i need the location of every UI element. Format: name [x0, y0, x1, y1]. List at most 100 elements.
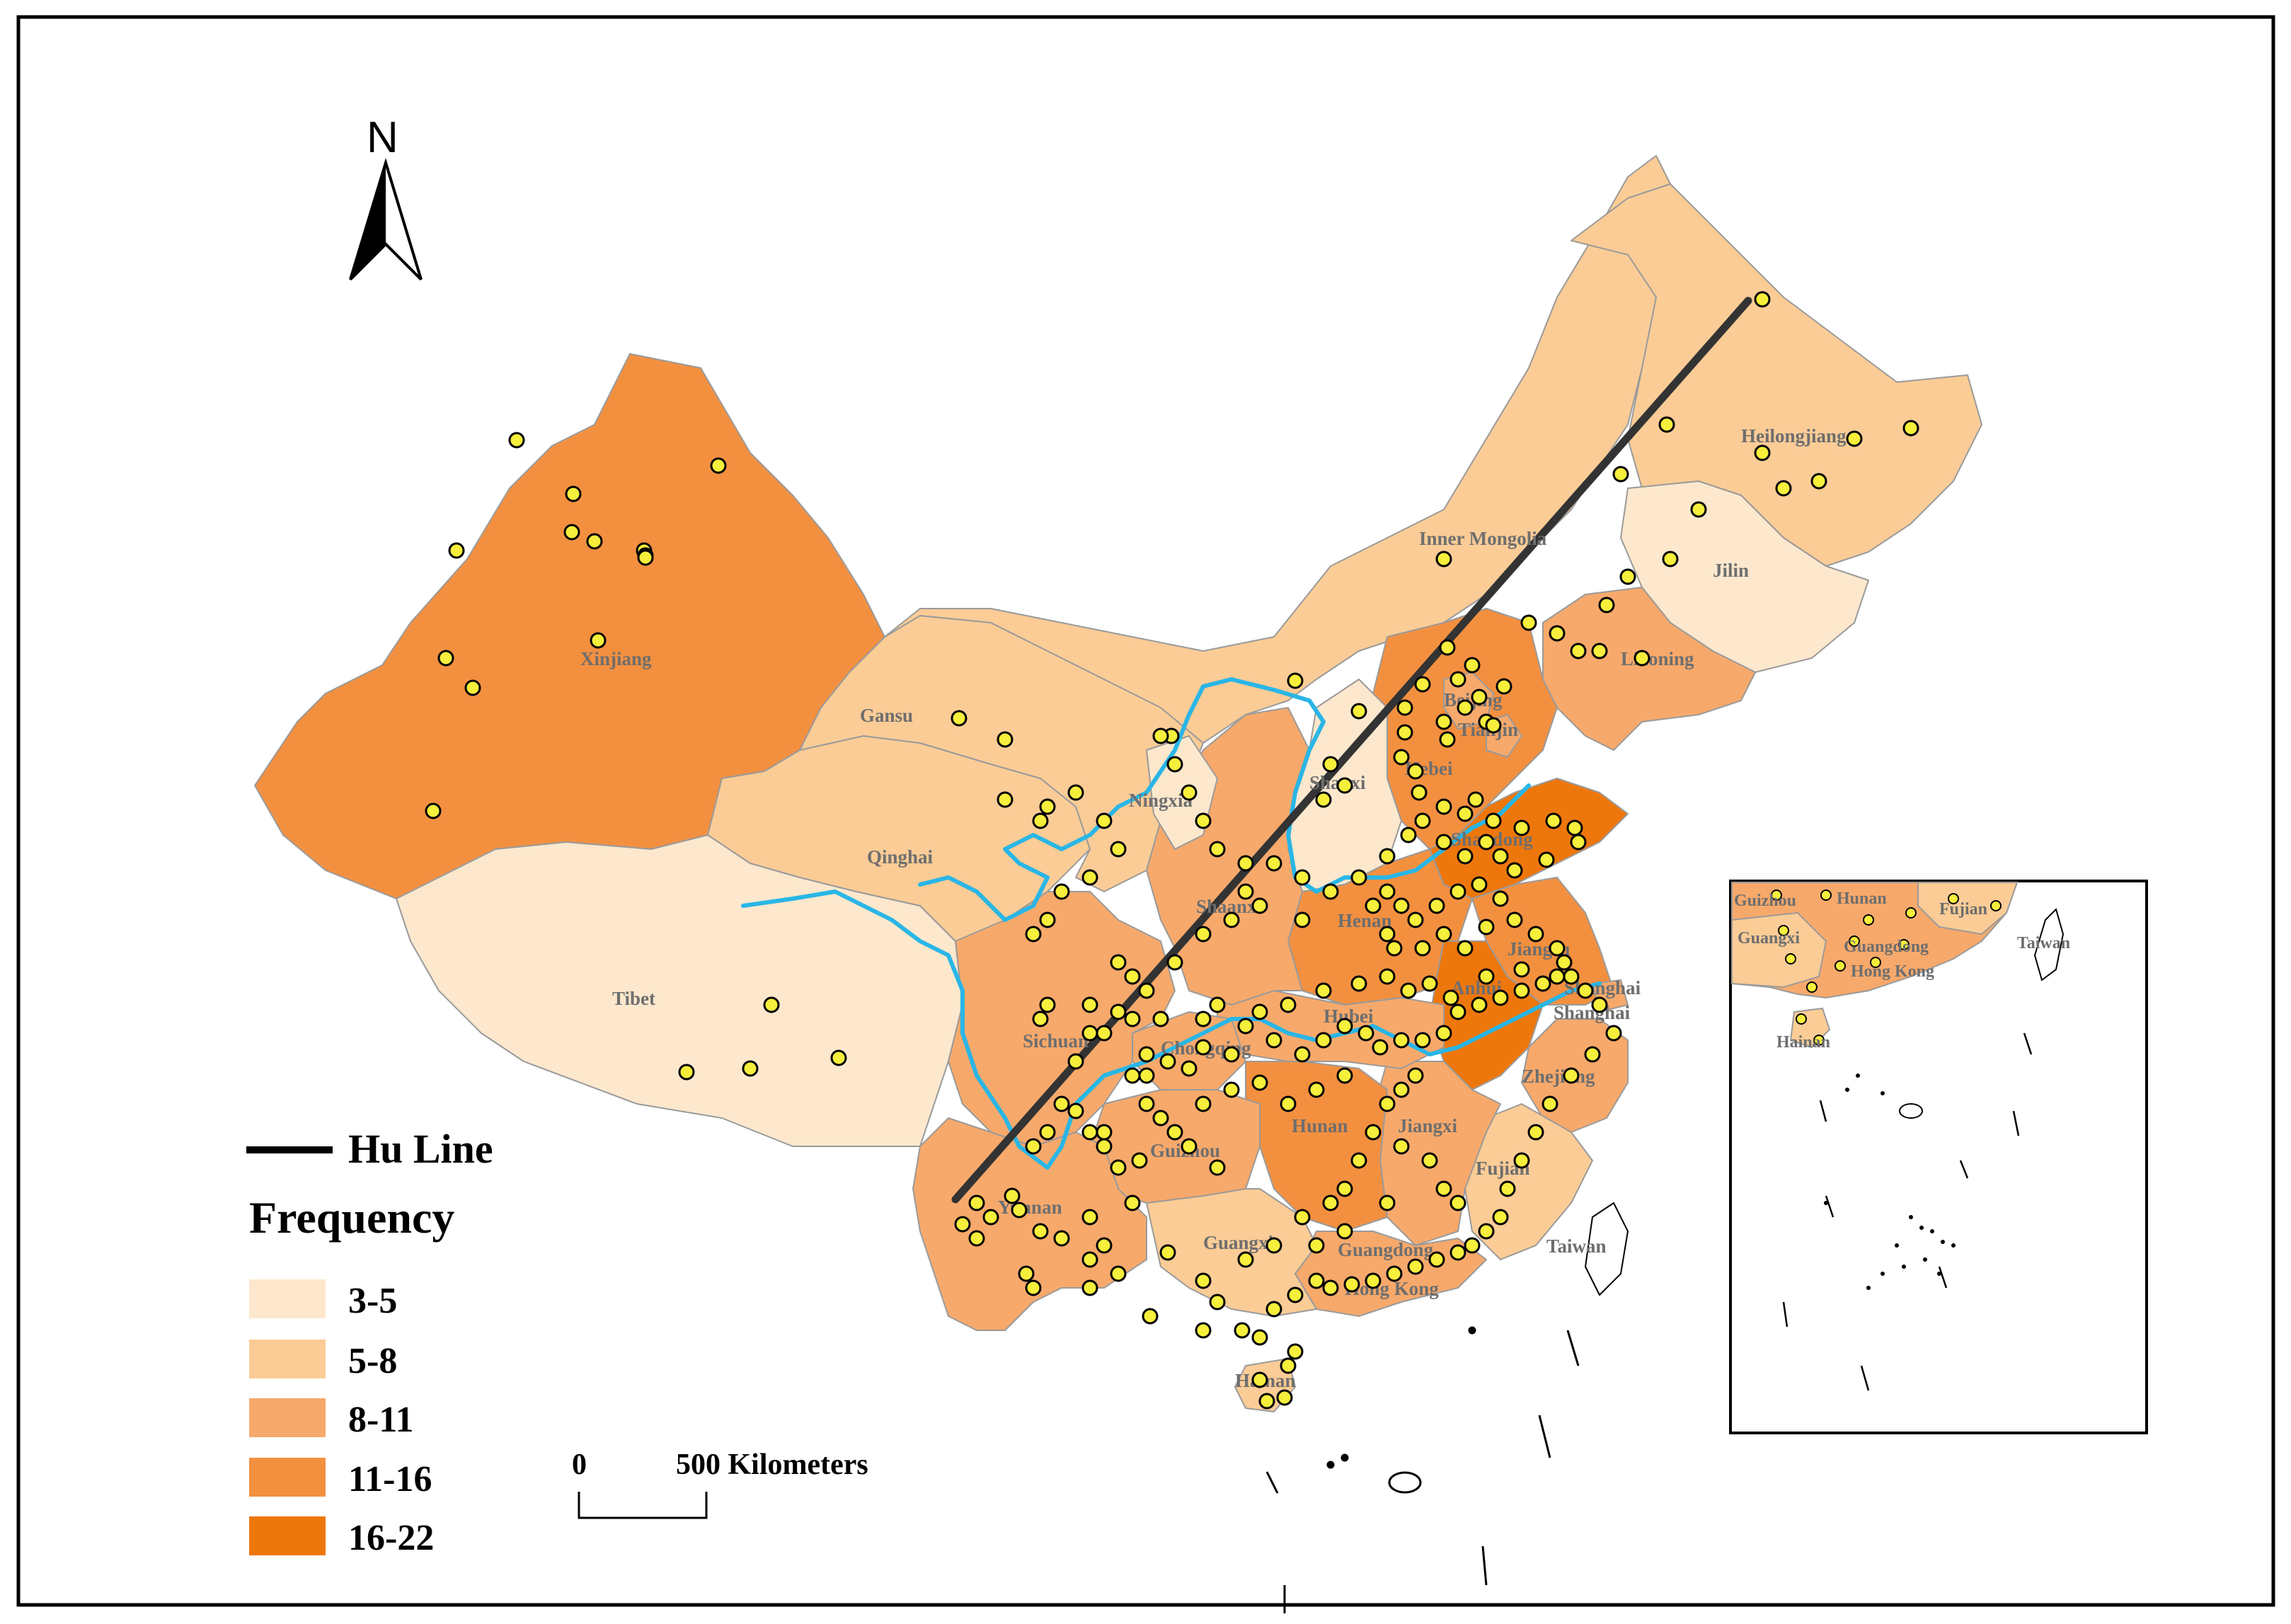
sample-point [1549, 968, 1566, 985]
sample-point [1336, 1223, 1353, 1240]
region-liaoning [1542, 587, 1756, 751]
sample-point [1393, 1081, 1410, 1098]
island [1340, 1453, 1349, 1462]
sample-point [1124, 1010, 1141, 1027]
inset-dashes [1782, 1032, 2033, 1391]
sample-point [1142, 1308, 1159, 1325]
south-china-sea-dash [1265, 1471, 1279, 1494]
sample-point [1658, 416, 1675, 433]
sample-point [1265, 1301, 1282, 1318]
sample-point [1067, 1102, 1084, 1119]
sample-point [1039, 798, 1056, 815]
sample-point [1251, 1003, 1268, 1020]
legend-label-16-22: 16-22 [348, 1518, 434, 1558]
sample-point [1754, 444, 1771, 461]
sample-point [1223, 1081, 1240, 1098]
sample-point [1209, 1294, 1226, 1311]
label-sichuan: Sichuan [1023, 1030, 1089, 1052]
label-inner-mongolia: Inner Mongolia [1419, 528, 1547, 549]
sample-point [1775, 480, 1792, 497]
sample-point [1421, 975, 1438, 992]
inset-label-hainan: Hainan [1776, 1033, 1830, 1052]
sample-point [1025, 1138, 1042, 1155]
sample-point [1414, 940, 1431, 957]
sample-point [1053, 883, 1070, 900]
sample-point [1336, 1067, 1353, 1084]
label-hong-kong: Hong Kong [1345, 1278, 1439, 1299]
sample-point [1294, 911, 1311, 928]
sample-point [1110, 1265, 1127, 1282]
sample-point [1138, 1095, 1155, 1112]
label-zhejiang: Zhejiang [1522, 1066, 1595, 1087]
sample-point [1506, 911, 1523, 928]
sample-point [1379, 1095, 1396, 1112]
sample-point [1280, 1357, 1297, 1374]
sample-point [1435, 834, 1452, 851]
sample-point [1280, 996, 1297, 1013]
sample-point [1428, 897, 1445, 914]
inset-islands [1824, 1073, 1956, 1290]
sample-point [1393, 1138, 1410, 1155]
sample-point [1251, 1074, 1268, 1091]
sample-point [1124, 1194, 1141, 1211]
sample-point [1513, 819, 1530, 836]
sample-point [1457, 699, 1474, 716]
sample-point [1421, 1152, 1438, 1169]
island [1388, 1471, 1422, 1494]
sample-point [1513, 1152, 1530, 1169]
sample-point [1237, 1251, 1254, 1268]
north-arrow-half [350, 163, 386, 280]
sample-point [1004, 1187, 1021, 1204]
sample-point [1464, 657, 1481, 674]
sample-point [1902, 420, 1919, 437]
sample-point [1386, 1265, 1403, 1282]
sample-point [1414, 812, 1431, 829]
sample-point [1393, 749, 1410, 766]
sample-point [1181, 784, 1198, 801]
sample-point [1195, 1322, 1212, 1339]
inset-label-hongkong: Hong Kong [1851, 962, 1934, 981]
region-heilongjiang [1571, 183, 1982, 567]
label-guangdong: Guangdong [1338, 1239, 1434, 1260]
sample-point [1343, 1276, 1360, 1293]
sample-point [1032, 1010, 1049, 1027]
sample-point [1209, 996, 1226, 1013]
sample-point [1591, 643, 1608, 660]
sample-point [1110, 954, 1127, 971]
sample-point [678, 1064, 695, 1081]
sample-point [830, 1049, 847, 1066]
scale-bar: 0 500 Kilometers [572, 1449, 868, 1519]
sample-point [1506, 862, 1523, 879]
sample-point [1549, 940, 1566, 957]
north-label: N [367, 113, 398, 162]
sample-point [1237, 855, 1254, 872]
sample-point [1499, 1180, 1516, 1197]
sample-point [1350, 975, 1367, 992]
yellow-river [918, 677, 1531, 922]
sample-point [1350, 1152, 1367, 1169]
sample-point [1457, 848, 1474, 865]
sample-point [563, 524, 580, 541]
sample-point [1407, 1258, 1424, 1275]
inset-taiwan [2033, 908, 2065, 981]
sample-point [1393, 1032, 1410, 1049]
sample-point [1322, 1194, 1339, 1211]
sample-point [1527, 1124, 1544, 1141]
sample-point [1393, 897, 1410, 914]
sample-point [1096, 1138, 1113, 1155]
sample-point [1287, 1286, 1304, 1303]
south-china-sea-dash [1538, 1415, 1551, 1458]
sample-point [1025, 926, 1042, 943]
sample-point [565, 485, 582, 502]
sample-point [1577, 982, 1594, 999]
sample-point [1166, 954, 1183, 971]
inset-label-taiwan: Taiwan [2017, 934, 2070, 952]
sample-point [1234, 1322, 1251, 1339]
sample-point [1396, 724, 1413, 741]
sample-point [954, 1216, 971, 1233]
sample-point [1315, 1032, 1332, 1049]
sample-point [1110, 841, 1127, 858]
sample-point [1414, 1032, 1431, 1049]
legend-label-8-11: 8-11 [348, 1400, 413, 1440]
